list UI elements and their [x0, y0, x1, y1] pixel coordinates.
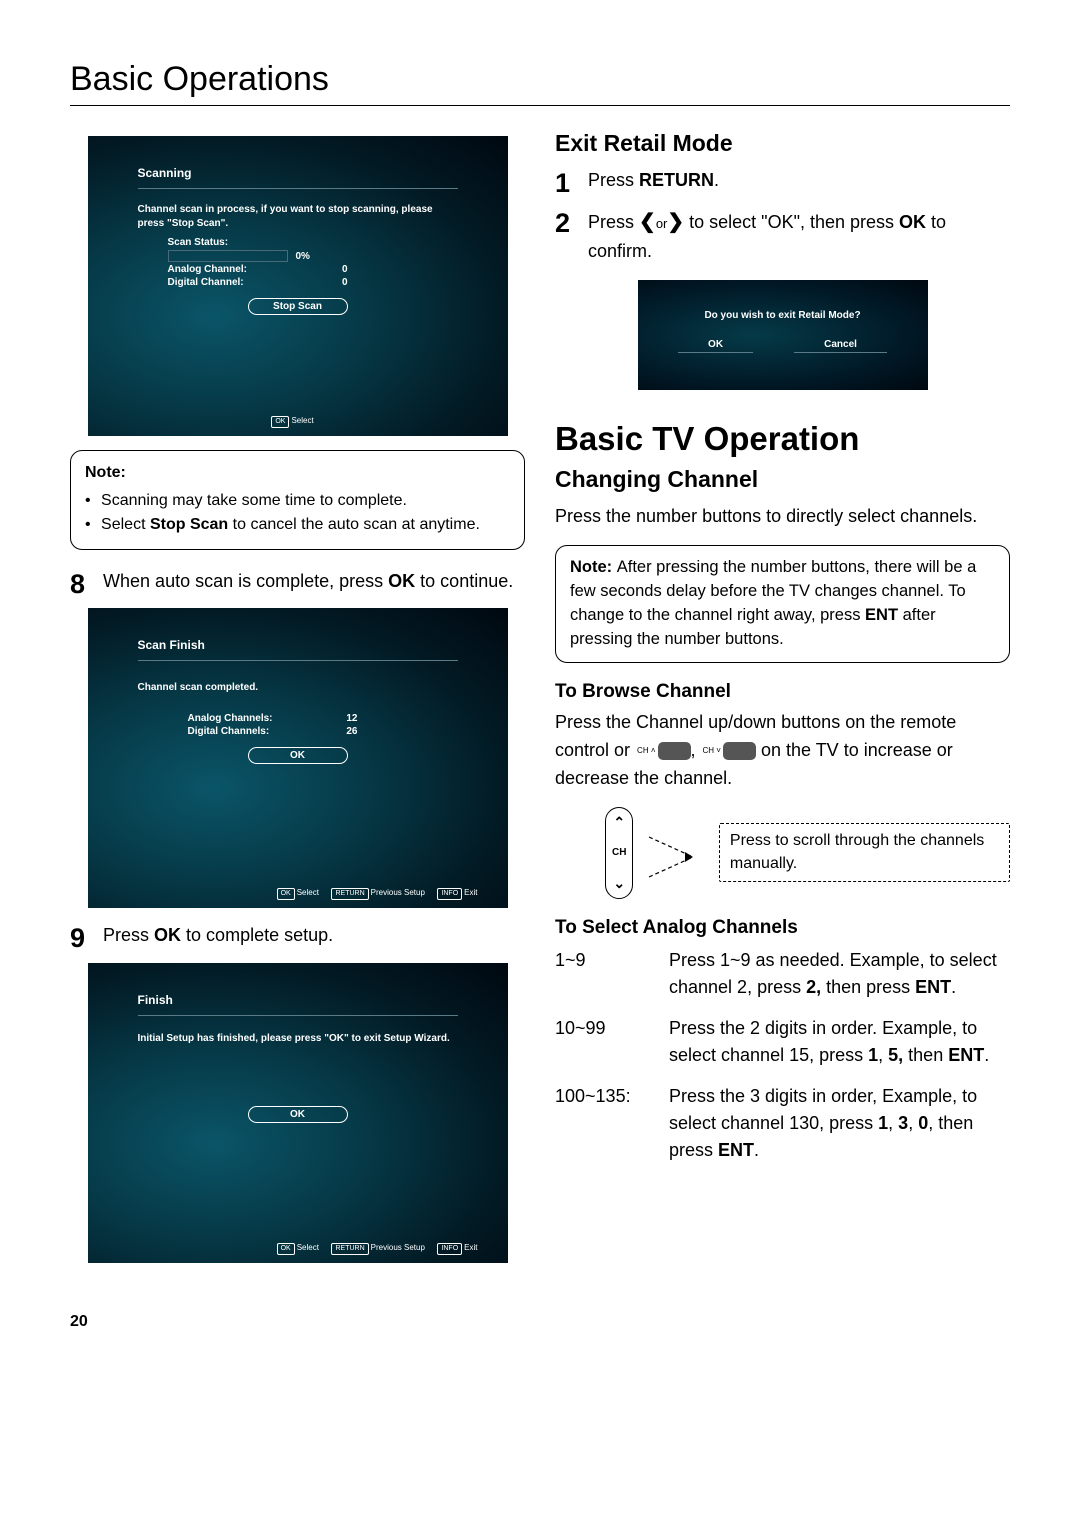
- footer-ok-chip: OK: [277, 888, 295, 900]
- tv-screen-finish: Scan Finish Channel scan completed. Anal…: [88, 608, 508, 908]
- remote-btn-icon: [723, 742, 756, 760]
- step-8: 8 When auto scan is complete, press OK t…: [70, 568, 525, 600]
- note-title: Note:: [85, 461, 510, 485]
- callout-box: Press to scroll through the channels man…: [719, 823, 1010, 882]
- progress-bar: [168, 250, 288, 262]
- footer-prev: Previous Setup: [371, 888, 425, 897]
- analog-chs-label: Analog Channels:: [188, 713, 273, 724]
- footer-ok-chip: OK: [271, 416, 289, 428]
- step-num-8: 8: [70, 568, 85, 600]
- footer-exit: Exit: [464, 888, 477, 897]
- dialog-ok-button[interactable]: OK: [678, 339, 753, 353]
- step-body-8: When auto scan is complete, press OK to …: [103, 568, 525, 600]
- rocker-ch-label: CH: [612, 847, 626, 858]
- analog-table: 1~9 Press 1~9 as needed. Example, to sel…: [555, 947, 1010, 1164]
- right-arrow-icon: ❯: [667, 211, 684, 233]
- changing-channel-heading: Changing Channel: [555, 466, 1010, 493]
- remote-btn-icon: [658, 742, 691, 760]
- left-arrow-icon: ❮: [639, 211, 656, 233]
- analog-desc: Press the 2 digits in order. Example, to…: [669, 1015, 1010, 1069]
- chevron-down-icon: ⌄: [613, 875, 625, 892]
- tv-message-finish2: Initial Setup has finished, please press…: [138, 1032, 458, 1046]
- channel-rocker[interactable]: ⌃ CH ⌄: [605, 807, 633, 899]
- scan-status-label: Scan Status:: [168, 237, 458, 248]
- dialog-question: Do you wish to exit Retail Mode?: [658, 310, 908, 321]
- left-column: Scanning Channel scan in process, if you…: [70, 130, 525, 1331]
- footer-ok-chip: OK: [277, 1243, 295, 1255]
- step-9: 9 Press OK to complete setup.: [70, 922, 525, 954]
- page-number: 20: [70, 1313, 525, 1331]
- footer-select: Select: [297, 1243, 319, 1252]
- select-analog-heading: To Select Analog Channels: [555, 917, 1010, 939]
- tv-message-finish: Channel scan completed.: [138, 681, 458, 695]
- page-title: Basic Operations: [70, 60, 1010, 106]
- footer-select: Select: [297, 888, 319, 897]
- note-box-1: Note: Scanning may take some time to com…: [70, 450, 525, 550]
- tv-title: Scanning: [138, 166, 458, 189]
- footer-return-chip: RETURN: [331, 888, 368, 900]
- note-box-2: Note: After pressing the number buttons,…: [555, 545, 1010, 663]
- footer-exit: Exit: [464, 1243, 477, 1252]
- digital-chs-val: 26: [346, 726, 357, 737]
- step-num-9: 9: [70, 922, 85, 954]
- step-body-9: Press OK to complete setup.: [103, 922, 525, 954]
- table-row: 10~99 Press the 2 digits in order. Examp…: [555, 1015, 1010, 1069]
- finish2-ok-button[interactable]: OK: [248, 1106, 348, 1123]
- step-body-2r: Press ❮or❯ to select "OK", then press OK…: [588, 207, 1010, 266]
- stop-scan-button[interactable]: Stop Scan: [248, 298, 348, 315]
- digital-ch-label: Digital Channel:: [168, 277, 244, 288]
- step-body-1r: Press RETURN.: [588, 167, 1010, 199]
- analog-desc: Press the 3 digits in order, Example, to…: [669, 1083, 1010, 1164]
- analog-ch-label: Analog Channel:: [168, 264, 247, 275]
- changing-channel-body: Press the number buttons to directly sel…: [555, 503, 1010, 531]
- right-column: Exit Retail Mode 1 Press RETURN. 2 Press…: [555, 130, 1010, 1331]
- tv-screen-scanning: Scanning Channel scan in process, if you…: [88, 136, 508, 436]
- footer-return-chip: RETURN: [331, 1243, 368, 1255]
- exit-retail-heading: Exit Retail Mode: [555, 130, 1010, 157]
- analog-key: 100~135:: [555, 1083, 645, 1164]
- retail-dialog: Do you wish to exit Retail Mode? OK Canc…: [638, 280, 928, 390]
- analog-key: 10~99: [555, 1015, 645, 1069]
- footer-info-chip: INFO: [437, 888, 462, 900]
- tv-screen-finish2: Finish Initial Setup has finished, pleas…: [88, 963, 508, 1263]
- note-item-2: Select Stop Scan to cancel the auto scan…: [85, 513, 510, 537]
- tv-title-finish2: Finish: [138, 993, 458, 1016]
- step-num-2r: 2: [555, 207, 570, 266]
- analog-ch-val: 0: [342, 264, 348, 275]
- progress-pct: 0%: [296, 251, 310, 262]
- step-num-1r: 1: [555, 167, 570, 199]
- basic-tv-heading: Basic TV Operation: [555, 420, 1010, 458]
- tv-title-finish: Scan Finish: [138, 638, 458, 661]
- callout-arrow-icon: [645, 827, 715, 887]
- footer-select: Select: [291, 416, 313, 425]
- tv-message: Channel scan in process, if you want to …: [138, 203, 458, 231]
- digital-ch-val: 0: [342, 277, 348, 288]
- analog-chs-val: 12: [346, 713, 357, 724]
- note-item-1: Scanning may take some time to complete.: [85, 489, 510, 513]
- finish-ok-button[interactable]: OK: [248, 747, 348, 764]
- table-row: 1~9 Press 1~9 as needed. Example, to sel…: [555, 947, 1010, 1001]
- footer-prev: Previous Setup: [371, 1243, 425, 1252]
- chevron-up-icon: ⌃: [613, 814, 625, 831]
- analog-key: 1~9: [555, 947, 645, 1001]
- analog-desc: Press 1~9 as needed. Example, to select …: [669, 947, 1010, 1001]
- browse-channel-heading: To Browse Channel: [555, 681, 1010, 703]
- browse-channel-body: Press the Channel up/down buttons on the…: [555, 709, 1010, 793]
- dialog-cancel-button[interactable]: Cancel: [794, 339, 887, 353]
- table-row: 100~135: Press the 3 digits in order, Ex…: [555, 1083, 1010, 1164]
- digital-chs-label: Digital Channels:: [188, 726, 270, 737]
- footer-info-chip: INFO: [437, 1243, 462, 1255]
